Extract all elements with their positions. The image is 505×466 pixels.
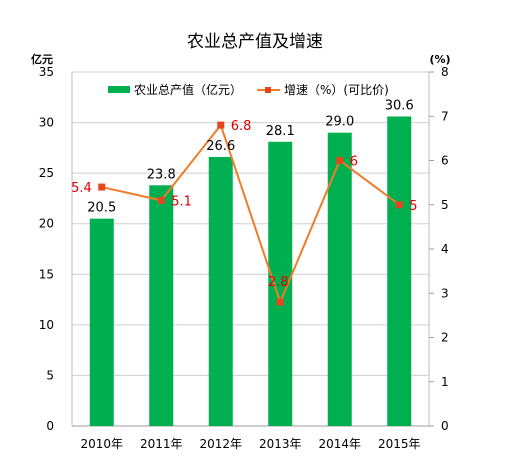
line-data-label: 5.1 [171, 194, 192, 209]
bar [208, 156, 233, 426]
growth-line [101, 123, 400, 305]
line-point [98, 183, 106, 191]
bar-data-label: 26.6 [206, 139, 235, 154]
y-left-tick-label: 0 [46, 419, 54, 433]
x-tick-label: 2012年 [199, 437, 242, 451]
chart-title: 农业总产值及增速 [187, 32, 323, 52]
legend: 农业总产值（亿元） 增速（%）(可比价) [108, 82, 389, 97]
line-point [276, 298, 284, 306]
y-right-tick-label: 6 [441, 154, 449, 168]
legend-line-marker [265, 87, 271, 93]
x-tick-label: 2011年 [140, 437, 183, 451]
y-right-tick-label: 5 [441, 198, 449, 212]
x-tick-label: 2013年 [259, 437, 302, 451]
y-right-tick-label: 0 [441, 419, 449, 433]
line-data-label: 2.8 [268, 275, 289, 290]
line-point [157, 196, 165, 204]
bar-data-label: 29.0 [325, 115, 354, 130]
y-left-tick-label: 20 [39, 217, 54, 231]
bar [149, 185, 174, 426]
y-right-tick-label: 7 [441, 109, 449, 123]
line-series [98, 121, 403, 306]
y-right-tick-label: 8 [441, 65, 449, 79]
line-data-label: 6 [350, 155, 358, 170]
bar-data-label: 28.1 [266, 124, 295, 139]
line-point [336, 157, 344, 164]
bar-series [89, 116, 412, 426]
bar [387, 116, 412, 426]
right-axis-unit: (%) [429, 53, 450, 66]
y-left-tick-label: 25 [39, 166, 54, 180]
x-tick-label: 2010年 [80, 437, 123, 451]
bar [327, 132, 352, 426]
axes: 0 5 10 15 20 25 30 35 0 1 2 3 4 5 6 7 8 2010年 2011年 2012年 20… [39, 65, 449, 451]
line-data-label: 5.4 [71, 181, 92, 196]
gridlines [72, 71, 429, 376]
y-left-tick-label: 10 [39, 318, 54, 332]
bar-data-label: 20.5 [87, 201, 116, 216]
line-point [217, 121, 225, 129]
x-tick-label: 2015年 [378, 437, 421, 451]
legend-bar-swatch [108, 86, 130, 93]
y-right-tick-label: 1 [441, 375, 449, 389]
left-axis-unit: 亿元 [31, 52, 53, 66]
y-right-tick-label: 3 [441, 286, 449, 300]
line-point [395, 201, 403, 209]
y-right-tick-label: 2 [441, 331, 449, 345]
line-data-label: 5 [409, 199, 417, 214]
y-left-tick-label: 15 [39, 267, 54, 281]
bar [89, 218, 114, 426]
line-data-label: 6.8 [231, 119, 252, 134]
bar-data-label: 30.6 [385, 99, 414, 114]
y-left-tick-label: 30 [39, 116, 54, 130]
legend-bar-label: 农业总产值（亿元） [134, 82, 242, 97]
x-tick-label: 2014年 [318, 437, 361, 451]
legend-line-label: 增速（%）(可比价) [284, 83, 389, 97]
y-left-tick-label: 5 [46, 368, 54, 382]
y-right-tick-label: 4 [441, 242, 449, 256]
bar-data-label: 23.8 [147, 167, 176, 182]
data-labels: 20.5 23.8 26.6 28.1 29.0 30.6 5.4 5.1 6.8 2.8 6 5 [71, 99, 417, 291]
y-left-tick-label: 35 [39, 65, 54, 79]
